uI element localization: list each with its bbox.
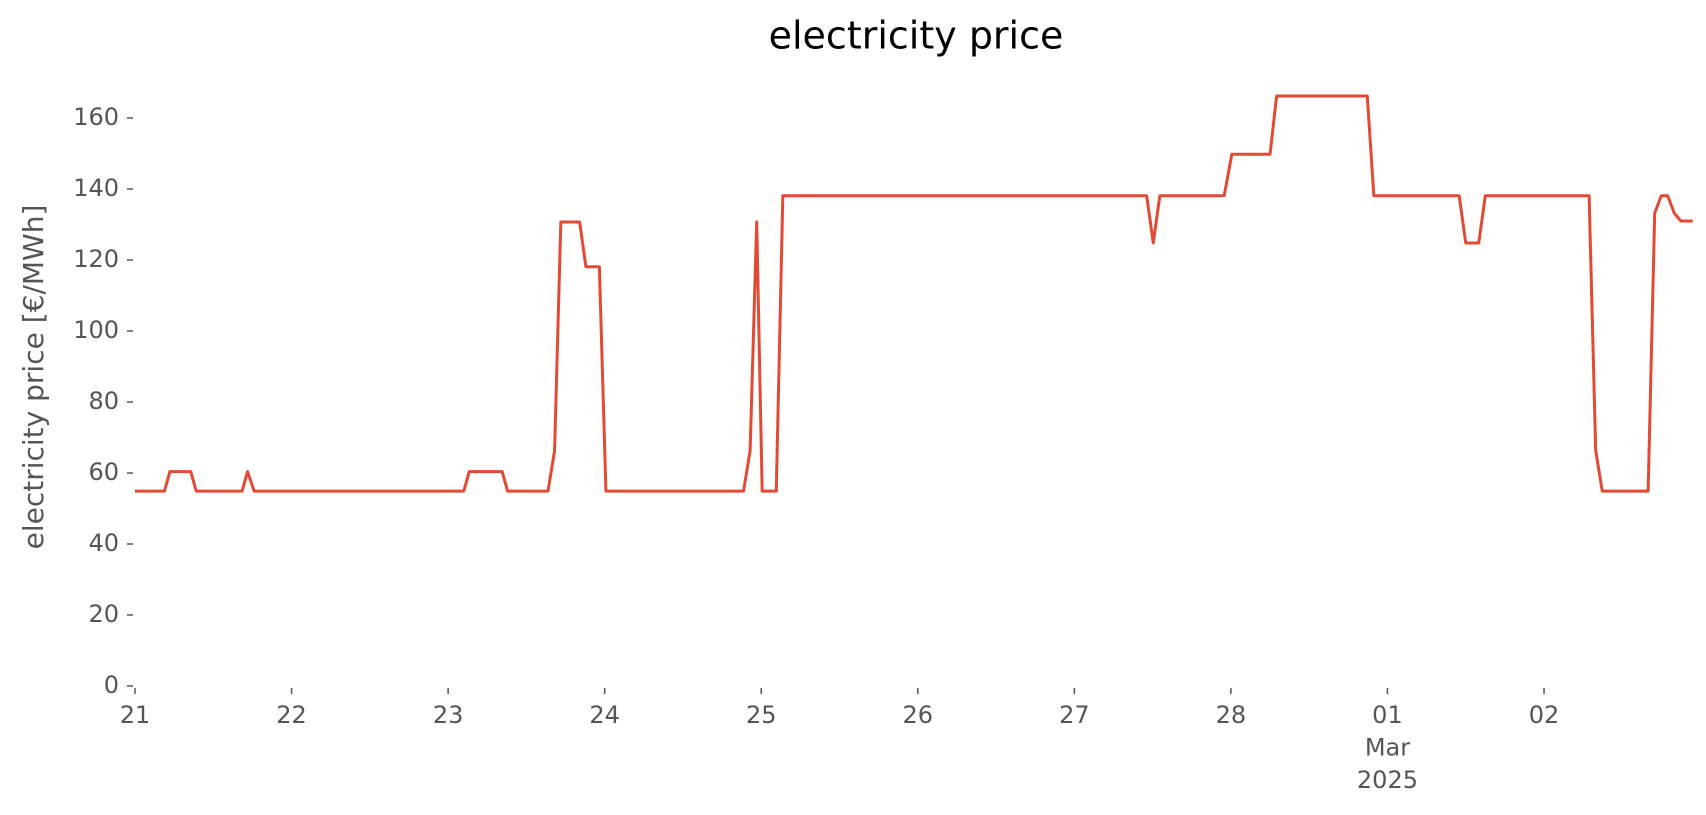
y-tick-label: 80 <box>88 387 119 415</box>
y-tick-label: 40 <box>88 529 119 557</box>
y-tick-label: 160 <box>73 103 119 131</box>
y-tick-label: 120 <box>73 245 119 273</box>
y-tick-label: 100 <box>73 316 119 344</box>
price-line <box>135 94 1693 493</box>
x-tick-label: 26 <box>903 701 934 729</box>
y-tick-label: 0 <box>104 671 119 699</box>
x-tick-label: 25 <box>746 701 777 729</box>
y-axis-label: electricity price [€/MWh] <box>17 205 50 550</box>
x-tick-label: 02 <box>1529 701 1560 729</box>
x-tick-label: 01 Mar 2025 <box>1357 701 1418 794</box>
x-tick-label: 21 <box>120 701 151 729</box>
chart-title: electricity price <box>769 14 1064 58</box>
y-tick-label: 140 <box>73 174 119 202</box>
x-tick-label: 24 <box>589 701 620 729</box>
x-tick-label: 28 <box>1216 701 1247 729</box>
y-tick-label: 60 <box>88 458 119 486</box>
x-tick-label: 22 <box>276 701 307 729</box>
x-tick-label: 23 <box>433 701 464 729</box>
y-tick-label: 20 <box>88 600 119 628</box>
x-tick-label: 27 <box>1059 701 1090 729</box>
